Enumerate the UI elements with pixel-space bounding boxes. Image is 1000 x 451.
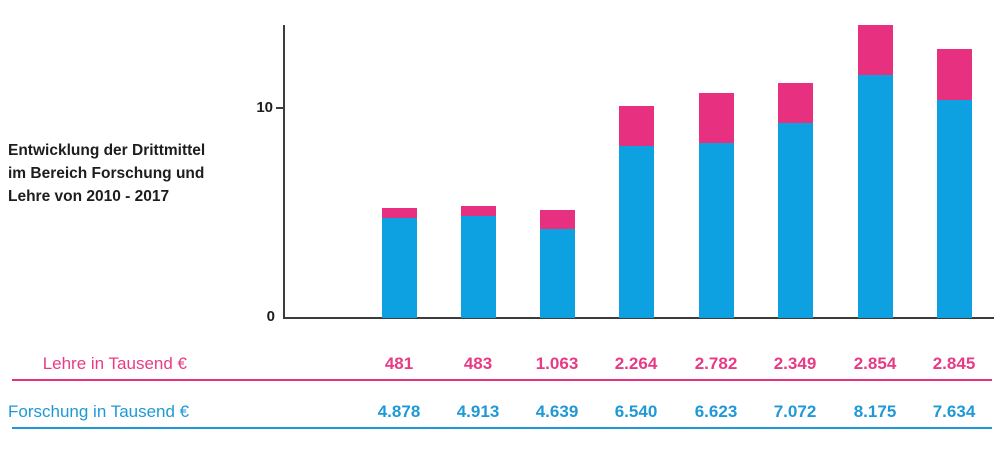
lehre-segment-2 xyxy=(460,205,496,217)
forschung-value-7: 8.175 xyxy=(853,402,897,421)
lehre-segment-4 xyxy=(618,105,654,146)
lehre-value-6: 2.349 xyxy=(773,354,817,373)
lehre-segment-7 xyxy=(857,25,893,76)
stacked-bar-1 xyxy=(381,207,417,318)
forschung-segment-3 xyxy=(539,228,575,318)
lehre-segment-5 xyxy=(698,93,734,143)
lehre-row-rule xyxy=(12,379,992,381)
chart-title-line-3: Lehre von 2010 - 2017 xyxy=(8,188,170,205)
y-axis-label-10: 10 xyxy=(256,99,273,116)
forschung-value-8: 7.634 xyxy=(932,402,976,421)
stacked-bar-8 xyxy=(936,49,972,318)
lehre-value-2: 483 xyxy=(463,354,493,373)
forschung-values-row: 4.878 4.913 4.639 6.540 6.623 7.072 8.175 7.634 xyxy=(0,402,1000,424)
forschung-row: Forschung in Tausend € 4.878 4.913 4.639 6.… xyxy=(0,402,1000,424)
forschung-segment-4 xyxy=(618,145,654,318)
forschung-segment-1 xyxy=(381,218,417,318)
lehre-value-5: 2.782 xyxy=(694,354,738,373)
lehre-row: Lehre in Tausend € 481 483 1.063 2.264 2.782… xyxy=(0,354,1000,376)
lehre-values-row: 481 483 1.063 2.264 2.782 2.349 2.854 2.845 xyxy=(0,354,1000,376)
forschung-segment-7 xyxy=(857,75,893,318)
lehre-value-7: 2.854 xyxy=(853,354,897,373)
forschung-value-3: 4.639 xyxy=(535,402,579,421)
forschung-segment-2 xyxy=(460,216,496,318)
forschung-value-1: 4.878 xyxy=(377,402,421,421)
stacked-bar-3 xyxy=(539,209,575,318)
chart-title: Entwicklung der Drittmittel im Bereich F… xyxy=(8,139,258,208)
stacked-bar-7 xyxy=(857,25,893,318)
lehre-value-3: 1.063 xyxy=(535,354,579,373)
forschung-segment-6 xyxy=(777,122,813,318)
forschung-value-6: 7.072 xyxy=(773,402,817,421)
y-axis-line xyxy=(283,25,285,319)
chart-title-line-2: im Bereich Forschung und xyxy=(8,165,205,182)
lehre-segment-3 xyxy=(539,209,575,229)
y-axis-label-0: 0 xyxy=(266,308,275,325)
x-axis-line xyxy=(283,317,994,319)
y-axis-tick-10 xyxy=(276,107,284,109)
forschung-row-rule xyxy=(12,427,992,429)
lehre-segment-6 xyxy=(777,82,813,123)
stacked-bar-2 xyxy=(460,205,496,318)
forschung-value-5: 6.623 xyxy=(694,402,738,421)
forschung-segment-5 xyxy=(698,142,734,318)
forschung-value-2: 4.913 xyxy=(456,402,500,421)
forschung-value-4: 6.540 xyxy=(614,402,658,421)
forschung-segment-8 xyxy=(936,99,972,318)
lehre-value-1: 481 xyxy=(384,354,414,373)
stacked-bar-4 xyxy=(618,105,654,318)
stacked-bar-6 xyxy=(777,82,813,318)
chart-title-line-1: Entwicklung der Drittmittel xyxy=(8,142,206,159)
forschung-row-label: Forschung in Tausend € xyxy=(8,402,190,421)
lehre-value-8: 2.845 xyxy=(932,354,976,373)
lehre-segment-8 xyxy=(936,49,972,100)
lehre-row-label: Lehre in Tausend € xyxy=(42,354,187,373)
stacked-bar-5 xyxy=(698,93,734,318)
lehre-value-4: 2.264 xyxy=(614,354,658,373)
lehre-segment-1 xyxy=(381,207,417,219)
